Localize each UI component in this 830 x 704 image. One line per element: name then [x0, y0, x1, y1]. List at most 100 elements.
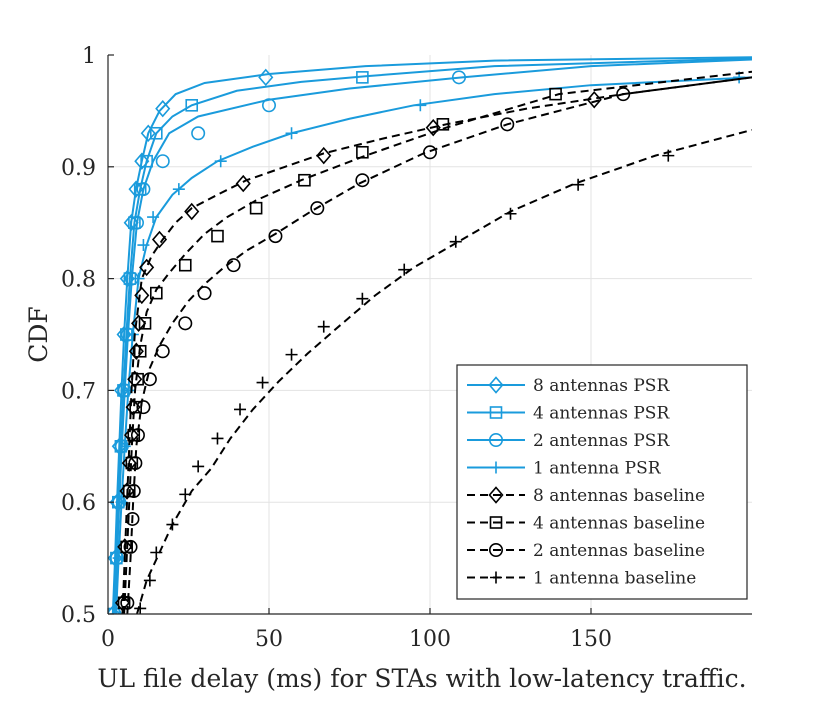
- series-5-marker-12: [151, 230, 168, 249]
- series-7: [120, 76, 752, 614]
- series-5-marker-11: [139, 258, 155, 277]
- series-4-marker-10: [172, 183, 185, 196]
- series-7-marker-2: [123, 539, 138, 554]
- series-4-marker-6: [126, 328, 139, 341]
- legend-label-2: 4 antennas PSR: [533, 404, 670, 424]
- series-5-marker-15: [316, 146, 332, 165]
- series-3-marker-13: [451, 70, 466, 85]
- series-6: [117, 70, 752, 614]
- legend-marker-3: [488, 432, 503, 447]
- legend-marker-4: [490, 461, 502, 474]
- series-7-marker-16: [422, 145, 437, 160]
- series-8: [134, 128, 752, 614]
- series-7-marker-12: [226, 258, 241, 273]
- series-6-marker-9: [138, 317, 152, 330]
- series-8-marker-15: [504, 207, 517, 220]
- grid: [108, 55, 752, 614]
- series-7-marker-6: [130, 428, 145, 443]
- series-8-marker-13: [398, 263, 411, 276]
- legend-entry-4: 1 antenna PSR: [467, 459, 662, 479]
- series-1-marker-13: [258, 68, 274, 87]
- series-line-3: [113, 58, 752, 614]
- series-5-marker-10: [134, 286, 150, 305]
- series-6-marker-8: [133, 344, 147, 358]
- series-7-marker-4: [126, 484, 141, 499]
- series-3-marker-11: [191, 126, 206, 141]
- x-axis-label: UL file delay (ms) for STAs with low-lat…: [97, 664, 746, 693]
- series-5-marker-13: [184, 202, 200, 221]
- series-3-marker-8: [129, 215, 144, 230]
- x-tick-label-1: 50: [255, 627, 283, 652]
- series-7-marker-10: [178, 316, 193, 331]
- legend-marker-7: [488, 542, 503, 557]
- series-8-marker-2: [143, 574, 156, 587]
- legend-entry-3: 2 antennas PSR: [467, 431, 670, 451]
- series-6-marker-11: [178, 258, 192, 272]
- series-1-marker-12: [155, 99, 171, 118]
- series-4-marker-7: [132, 272, 145, 285]
- series-8-marker-1: [134, 602, 147, 614]
- series-6-marker-6: [129, 400, 142, 414]
- series-7-marker-18: [616, 87, 631, 102]
- y-tick-label-4: 0.9: [61, 156, 96, 181]
- legend-label-1: 8 antennas PSR: [533, 376, 670, 396]
- plot-area: [108, 56, 752, 614]
- series-7-marker-3: [125, 511, 140, 526]
- series-4-marker-8: [137, 239, 150, 252]
- x-tick-label-0: 0: [101, 627, 115, 652]
- y-tick-label-5: 1: [82, 44, 96, 69]
- series-5-marker-17: [586, 90, 602, 109]
- series-7-marker-14: [310, 201, 325, 216]
- series-3-marker-12: [261, 98, 276, 113]
- series-2-marker-13: [356, 71, 369, 84]
- series-4-marker-12: [285, 127, 298, 140]
- series-2-marker-12: [185, 99, 199, 112]
- legend-entry-2: 4 antennas PSR: [467, 404, 670, 424]
- series-8-marker-7: [211, 432, 224, 445]
- series-8-marker-5: [179, 488, 192, 501]
- series-3-marker-9: [136, 182, 151, 197]
- y-tick-label-1: 0.6: [61, 491, 96, 516]
- series-7-marker-7: [136, 400, 151, 415]
- series-4-marker-3: [115, 496, 128, 509]
- series-8-marker-12: [356, 292, 369, 305]
- series-8-marker-9: [256, 376, 269, 389]
- x-tick-label-3: 150: [570, 627, 612, 652]
- legend-entry-8: 1 antenna baseline: [467, 569, 696, 589]
- series-4-marker-2: [112, 552, 125, 565]
- series-6-marker-17: [549, 87, 562, 101]
- legend-label-5: 8 antennas baseline: [533, 486, 705, 506]
- series-line-6: [123, 70, 752, 614]
- series-6-marker-14: [298, 173, 311, 187]
- series-8-marker-16: [572, 178, 585, 191]
- series-5-marker-3: [119, 482, 135, 500]
- series-8-marker-4: [166, 518, 179, 531]
- legend-marker-2: [489, 406, 503, 419]
- series-7-marker-17: [500, 117, 515, 132]
- legend-marker-1: [488, 376, 504, 394]
- y-tick-label-2: 0.7: [61, 379, 96, 404]
- series-6-marker-13: [249, 201, 263, 215]
- legend-box: [456, 364, 748, 600]
- legend-entry-5: 8 antennas baseline: [467, 486, 705, 506]
- series-7-marker-5: [128, 456, 143, 471]
- series-8-marker-3: [150, 546, 163, 559]
- series-7-marker-15: [355, 173, 370, 188]
- series-8-marker-11: [317, 320, 330, 333]
- series-line-5: [121, 76, 752, 614]
- y-tick-label-3: 0.8: [61, 268, 96, 293]
- series-5-marker-9: [131, 314, 147, 333]
- series-line-1: [111, 56, 752, 614]
- axes: 0 50 100 150 0.5 0.6 0.7 0.8 0.9 1: [61, 44, 752, 652]
- legend: 8 antennas PSR 4 antennas PSR 2 antennas P…: [456, 364, 748, 600]
- y-axis-label: CDF: [24, 306, 53, 363]
- legend-entry-1: 8 antennas PSR: [467, 376, 670, 396]
- series-6-marker-15: [356, 145, 369, 159]
- series-4-marker-11: [214, 155, 227, 168]
- series-6-marker-16: [436, 118, 450, 131]
- series-4-marker-9: [147, 211, 160, 224]
- series-8-marker-10: [285, 348, 298, 361]
- series-1-marker-11: [140, 124, 156, 142]
